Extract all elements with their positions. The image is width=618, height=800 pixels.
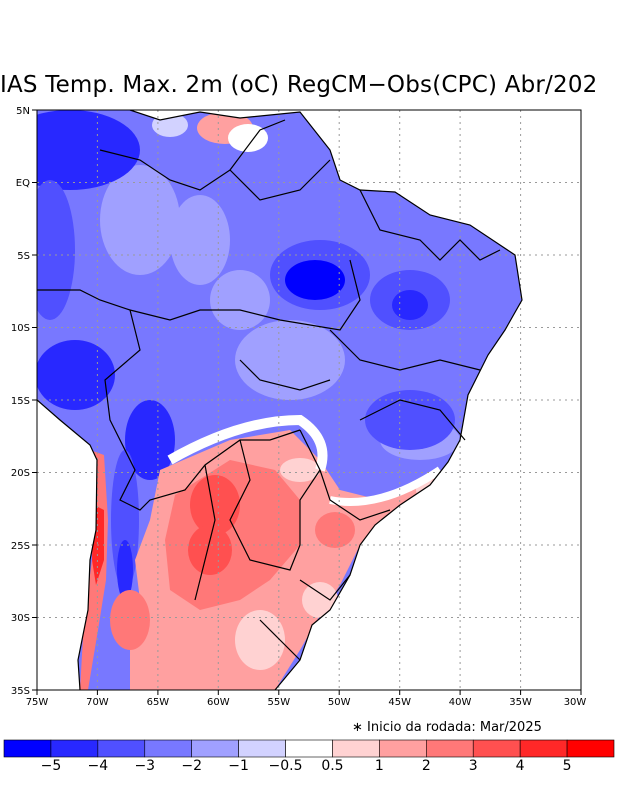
colorbar-label: 2	[421, 758, 431, 774]
colorbar-label: −1	[228, 758, 249, 774]
colorbar-swatch	[50, 739, 99, 758]
lon-label: 65W	[147, 697, 170, 708]
lon-label: 35W	[509, 697, 532, 708]
lon-label: 75W	[26, 697, 49, 708]
lon-label: 45W	[388, 697, 411, 708]
colorbar-swatch	[426, 739, 474, 758]
lat-label: 5S	[17, 251, 30, 262]
map-title: IAS Temp. Max. 2m (oC) RegCM−Obs(CPC) Ab…	[0, 72, 598, 98]
lat-label: 35S	[11, 686, 30, 697]
colorbar-swatch	[97, 739, 146, 758]
colorbar-label: −0.5	[268, 758, 303, 774]
colorbar-label: 4	[515, 758, 525, 774]
lon-labels: 75W 70W 65W 60W 55W 50W 45W 40W 35W 30W	[26, 697, 587, 708]
lat-labels: 5N EQ 5S 10S 15S 20S 25S 30S 35S	[11, 106, 30, 697]
lat-label: 25S	[11, 541, 30, 552]
lon-label: 60W	[207, 697, 230, 708]
colorbar-swatch	[3, 739, 52, 758]
colorbar-swatch	[472, 739, 521, 758]
anomaly-field	[37, 110, 581, 690]
lat-label: EQ	[16, 178, 30, 189]
axis-ticks	[32, 109, 582, 695]
colorbar-label: −4	[87, 758, 109, 774]
colorbar-swatch	[285, 739, 333, 758]
colorbar-label: −3	[134, 758, 156, 774]
colorbar-swatch	[238, 739, 286, 758]
colorbar-swatch	[566, 739, 615, 758]
colorbar-label: 1	[374, 758, 384, 774]
lat-label: 10S	[11, 323, 30, 334]
lon-label: 50W	[328, 697, 351, 708]
lon-label: 70W	[86, 697, 109, 708]
lat-label: 30S	[11, 613, 30, 624]
colorbar-swatch	[144, 739, 192, 758]
lon-label: 40W	[449, 697, 472, 708]
coastline-borders	[37, 110, 523, 690]
lat-label: 20S	[11, 468, 30, 479]
lat-label: 15S	[11, 396, 30, 407]
run-start-note: ∗ Inicio da rodada: Mar/2025	[352, 720, 542, 735]
lon-label: 30W	[564, 697, 587, 708]
colorbar-swatch	[332, 739, 380, 758]
colorbar-swatch	[379, 739, 427, 758]
colorbar-label: 5	[562, 758, 572, 774]
colorbar-swatch	[519, 739, 568, 758]
colorbar-label: 3	[468, 758, 478, 774]
colorbar	[3, 739, 615, 758]
colorbar-label: −5	[40, 758, 62, 774]
colorbar-label: −2	[181, 758, 203, 774]
lat-label: 5N	[16, 106, 30, 117]
lon-label: 55W	[267, 697, 290, 708]
colorbar-label: 0.5	[321, 758, 344, 774]
colorbar-swatch	[191, 739, 239, 758]
